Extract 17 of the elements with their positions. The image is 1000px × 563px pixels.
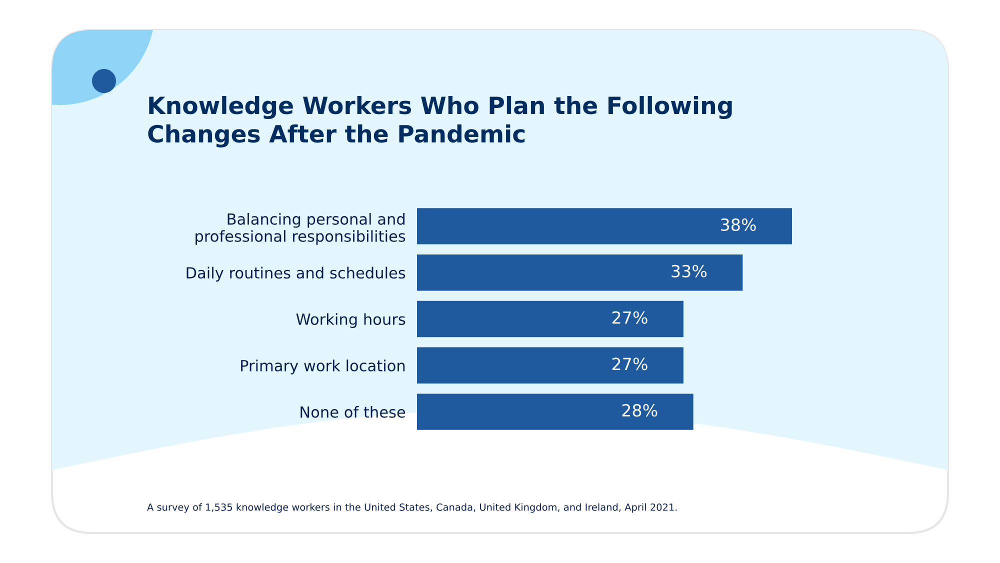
bar [417, 300, 684, 338]
data-label: 33% [672, 264, 707, 278]
bar [417, 254, 743, 291]
text: A survey of 1,535 knowledge workers in the United States, Canada, United Kingdom, and Ireland, April 2021. [147, 503, 677, 513]
data-label: 27% [612, 358, 648, 370]
data-label: 28% [622, 404, 658, 417]
y-tick-label: Balancing personal and professional responsibilities [196, 213, 406, 245]
y-tick-label: Working hours [296, 313, 406, 328]
bar [417, 394, 694, 430]
data-label: 27% [612, 311, 648, 324]
y-tick-label: Daily routines and schedules [186, 266, 406, 282]
y-tick-label: None of these [300, 406, 406, 418]
y-tick-label: Primary work location [241, 360, 405, 374]
chart-title: Knowledge Workers Who Plan the Following Changes After the Pandemic [148, 96, 732, 148]
data-label: 38% [721, 218, 756, 232]
bar [417, 347, 684, 384]
bar [417, 208, 792, 244]
